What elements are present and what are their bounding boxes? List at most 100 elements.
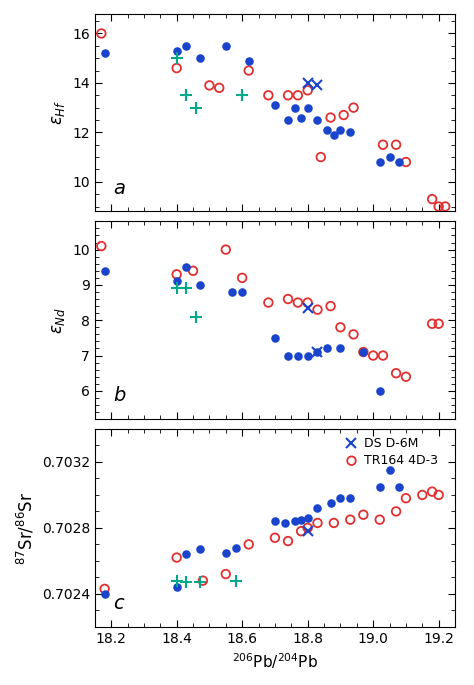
Point (245, 65, 253, 76)
Point (189, 265, 197, 276)
Point (428, 194, 436, 205)
Point (297, 525, 305, 536)
Point (314, 503, 321, 514)
Point (346, 127, 354, 138)
Point (317, 151, 325, 162)
Point (173, 582, 181, 593)
Point (294, 297, 301, 308)
Point (379, 350, 387, 361)
Point (337, 343, 344, 354)
Point (284, 294, 292, 305)
Point (392, 368, 400, 379)
Point (245, 539, 253, 550)
Point (196, 544, 203, 555)
Point (264, 90, 272, 101)
Point (304, 102, 311, 113)
Point (271, 516, 279, 527)
Point (304, 297, 311, 308)
Point (294, 350, 301, 361)
Point (281, 517, 289, 528)
Point (314, 114, 321, 125)
Text: c: c (113, 594, 124, 613)
Point (245, 55, 253, 66)
Point (101, 584, 109, 595)
Point (330, 517, 337, 528)
Point (271, 532, 279, 543)
Point (376, 481, 383, 492)
Point (360, 347, 367, 358)
Point (291, 516, 298, 527)
Point (304, 350, 311, 361)
Text: b: b (113, 386, 125, 406)
Point (396, 481, 403, 492)
Point (238, 286, 246, 297)
Point (330, 129, 337, 140)
Point (173, 62, 181, 73)
Point (386, 464, 393, 475)
Point (196, 279, 203, 290)
Point (396, 157, 403, 168)
Point (284, 114, 292, 125)
Point (376, 386, 383, 397)
Point (182, 262, 190, 273)
Point (346, 493, 354, 503)
Point (428, 486, 436, 497)
Point (271, 332, 279, 343)
Point (238, 273, 246, 284)
Y-axis label: $\varepsilon_{Nd}$: $\varepsilon_{Nd}$ (49, 307, 67, 334)
Point (222, 244, 229, 255)
Point (173, 45, 181, 56)
Point (435, 319, 442, 329)
Point (101, 588, 109, 599)
Point (232, 543, 239, 553)
Point (182, 549, 190, 560)
Point (337, 322, 344, 333)
Point (271, 100, 279, 111)
Point (264, 297, 272, 308)
Point (392, 506, 400, 517)
Point (435, 490, 442, 501)
Point (182, 40, 190, 51)
Point (304, 523, 311, 534)
Point (284, 350, 292, 361)
Point (402, 157, 410, 168)
Point (324, 343, 331, 354)
Point (327, 498, 334, 509)
Point (350, 102, 357, 113)
Point (206, 80, 213, 91)
Point (386, 151, 393, 162)
Point (101, 48, 109, 59)
Point (294, 90, 301, 101)
Point (222, 40, 229, 51)
Point (337, 125, 344, 136)
Point (360, 509, 367, 520)
Point (324, 125, 331, 136)
Point (314, 517, 321, 528)
Point (441, 201, 449, 212)
Point (360, 347, 367, 358)
Point (369, 350, 377, 361)
X-axis label: $^{206}$Pb/$^{204}$Pb: $^{206}$Pb/$^{204}$Pb (232, 651, 318, 671)
Y-axis label: $\varepsilon_{Hf}$: $\varepsilon_{Hf}$ (49, 100, 67, 125)
Point (304, 85, 311, 96)
Point (173, 269, 181, 279)
Legend: DS D-6M, TR164 4D-3: DS D-6M, TR164 4D-3 (344, 437, 438, 467)
Point (327, 112, 334, 123)
Point (346, 514, 354, 525)
Point (379, 139, 387, 150)
Text: a: a (113, 179, 125, 198)
Point (101, 265, 109, 276)
Y-axis label: $^{87}$Sr/$^{86}$Sr: $^{87}$Sr/$^{86}$Sr (15, 491, 36, 564)
Point (419, 490, 426, 501)
Point (376, 157, 383, 168)
Point (350, 329, 357, 340)
Point (435, 201, 442, 212)
Point (199, 575, 207, 586)
Point (173, 552, 181, 563)
Point (327, 301, 334, 312)
Point (284, 90, 292, 101)
Point (314, 304, 321, 315)
Point (376, 514, 383, 525)
Point (222, 569, 229, 580)
Point (337, 493, 344, 503)
